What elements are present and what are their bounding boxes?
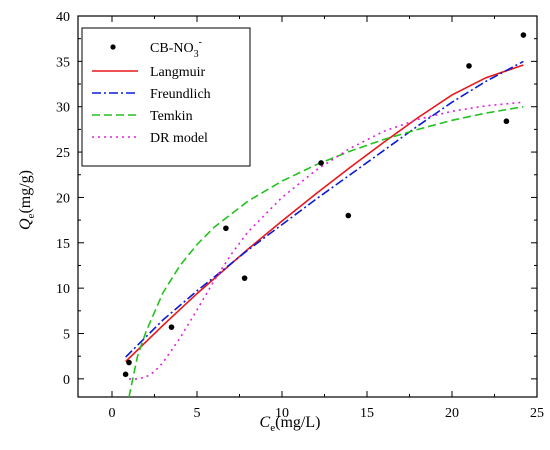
plot-frame (77, 15, 538, 398)
x-axis-ticks: 0 5 10 15 20 25 (109, 16, 544, 421)
legend-box (81, 27, 251, 167)
legend-label-freundlich: Freundlich (150, 87, 211, 102)
series-line-freundlich (125, 60, 524, 358)
legend-label-temkin: Temkin (150, 109, 193, 124)
scatter-points (122, 32, 527, 378)
data-point (126, 359, 132, 366)
y-axis-label: Qe(mg/g) (17, 170, 37, 230)
series-line-langmuir (125, 64, 524, 363)
legend-label-langmuir: Langmuir (150, 65, 206, 80)
x-tick-label: 0 (109, 406, 116, 421)
legend: CB-NO3- Langmuir Freundlich Temkin DR model (81, 27, 251, 167)
data-point (223, 225, 229, 232)
y-tick-label: 5 (63, 328, 70, 343)
y-axis-ticks: 0 5 10 15 20 25 30 35 40 (56, 10, 537, 388)
data-point (318, 160, 324, 166)
data-point (122, 371, 129, 378)
y-tick-label: 10 (56, 282, 70, 297)
plot-area-border (77, 15, 538, 398)
y-tick-label: 30 (56, 101, 70, 116)
y-tick-label: 35 (56, 55, 70, 70)
y-tick-label: 0 (63, 373, 70, 388)
series-line-dr-model (129, 101, 524, 380)
legend-marker-scatter (110, 44, 116, 50)
data-point (168, 324, 175, 330)
legend-label-dr-model: DR model (150, 131, 208, 146)
x-tick-label: 5 (194, 406, 201, 421)
data-point (345, 212, 352, 219)
data-point (520, 32, 527, 38)
x-axis-label: Ce(mg/L) (260, 414, 321, 434)
y-tick-label: 15 (56, 237, 70, 252)
data-point (241, 275, 248, 281)
legend-label-scatter: CB-NO3- (150, 37, 202, 60)
data-point (503, 118, 510, 125)
data-point (466, 63, 472, 69)
y-tick-label: 40 (56, 10, 70, 25)
x-tick-label: 20 (445, 406, 459, 421)
x-tick-label: 15 (360, 406, 374, 421)
fit-lines (125, 60, 524, 398)
y-tick-label: 25 (56, 146, 70, 161)
x-tick-label: 10 (275, 406, 289, 421)
x-tick-label: 25 (530, 406, 544, 421)
series-line-temkin (128, 105, 524, 398)
y-tick-label: 20 (56, 191, 70, 206)
